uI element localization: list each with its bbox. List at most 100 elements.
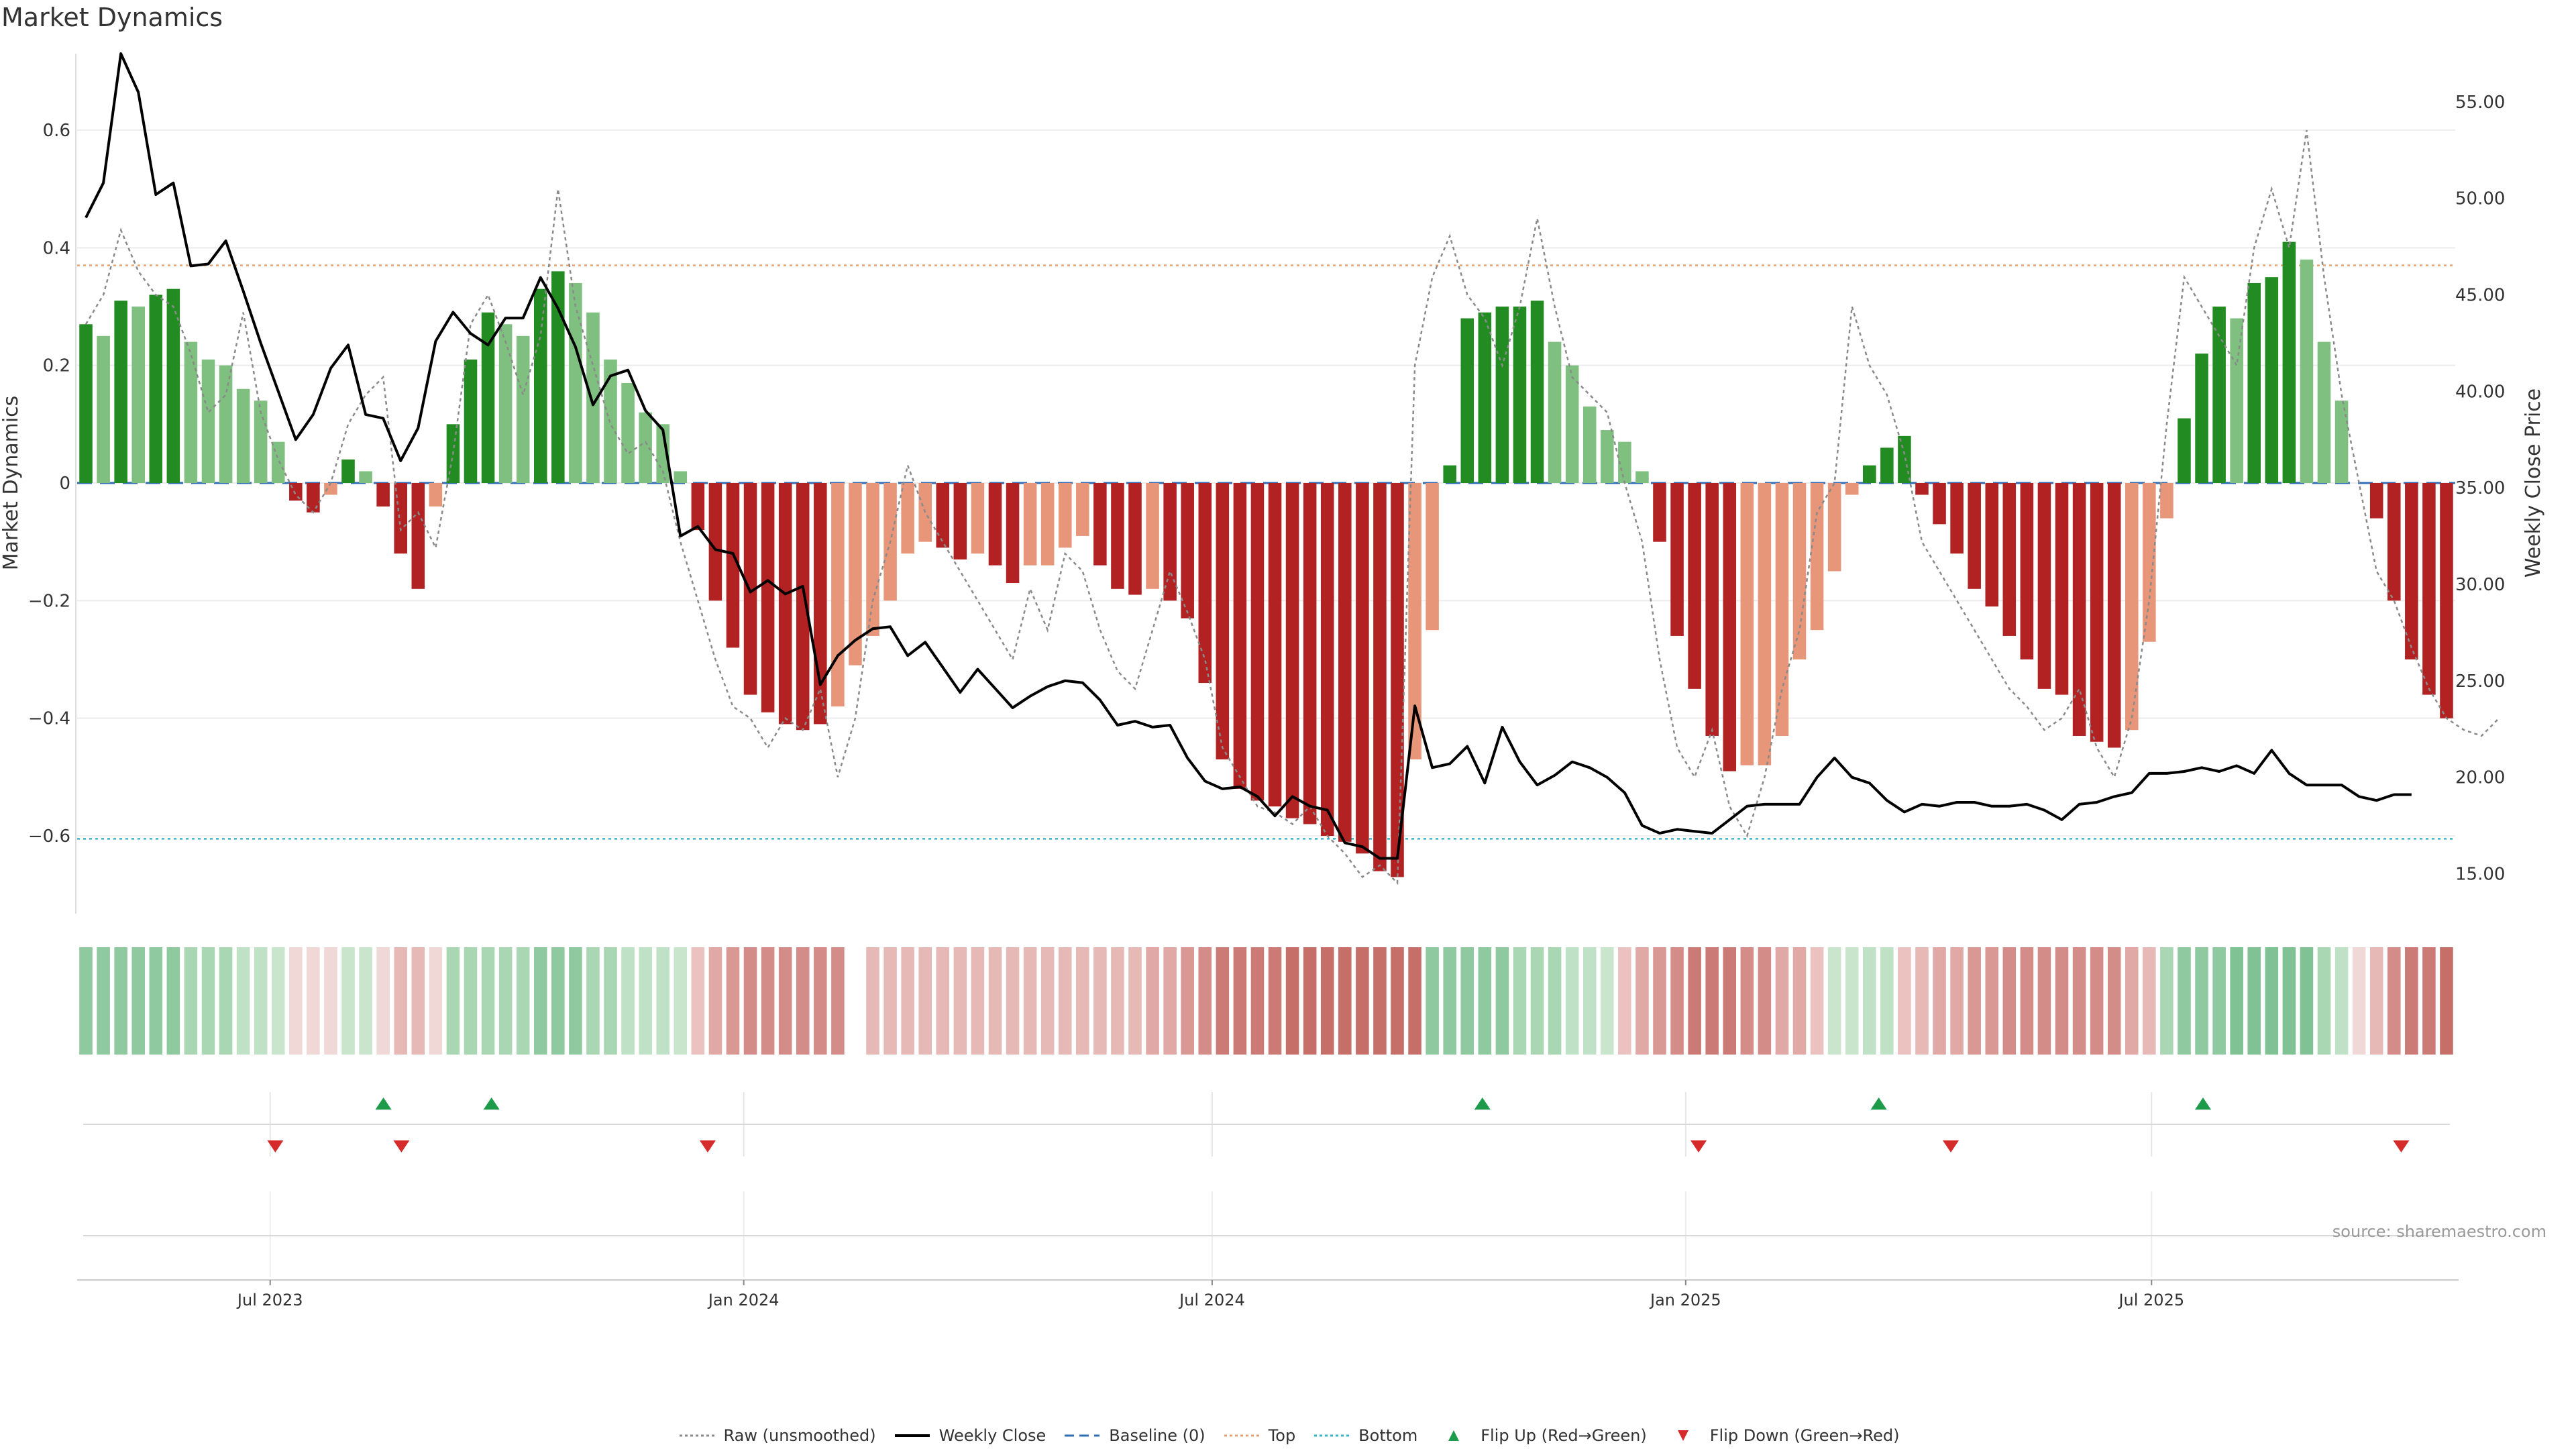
bar	[2369, 483, 2383, 519]
bar	[341, 459, 355, 483]
heatmap-cell	[1128, 947, 1142, 1055]
y2-tick-label: 50.00	[2455, 189, 2505, 209]
heatmap-cell	[1810, 947, 1824, 1055]
bar	[1268, 483, 1282, 807]
bar	[1582, 407, 1597, 483]
bar	[1601, 430, 1614, 483]
bar	[131, 306, 146, 483]
heatmap-cell	[166, 947, 180, 1055]
y-tick-label: −0.2	[28, 591, 70, 611]
heatmap-cell	[1688, 947, 1701, 1055]
heatmap-cell	[656, 947, 669, 1055]
heatmap-cell	[481, 947, 495, 1055]
heatmap-cell	[2440, 947, 2453, 1055]
flip-down-marker	[267, 1140, 284, 1152]
heatmap-cell	[1740, 947, 1754, 1055]
bar	[1391, 483, 1404, 877]
heatmap-cell	[411, 947, 425, 1055]
heatmap-cell	[604, 947, 617, 1055]
y2-tick-label: 25.00	[2455, 672, 2505, 692]
bar	[1915, 483, 1929, 495]
bar	[1478, 312, 1492, 483]
bar	[1198, 483, 1212, 684]
heatmap-cell	[814, 947, 827, 1055]
bar	[1006, 483, 1020, 584]
bar	[1985, 483, 1999, 607]
heatmap-cell	[1006, 947, 1020, 1055]
bar	[849, 483, 862, 665]
heatmap-cell	[586, 947, 600, 1055]
dotted-line-icon	[1314, 1434, 1350, 1437]
heatmap-cell	[446, 947, 460, 1055]
bar	[2090, 483, 2104, 742]
triangle-down-icon	[1677, 1430, 1688, 1441]
bar	[533, 288, 547, 483]
bar	[726, 483, 740, 648]
heatmap-cell	[184, 947, 198, 1055]
bar	[2230, 318, 2243, 483]
bar	[1146, 483, 1159, 589]
bar	[2020, 483, 2034, 660]
heatmap-cell	[1548, 947, 1562, 1055]
heatmap-cell	[149, 947, 163, 1055]
heatmap-cell	[1705, 947, 1719, 1055]
bar	[254, 400, 268, 483]
flip-markers	[77, 1092, 2459, 1281]
heatmap-cell	[219, 947, 233, 1055]
bar	[1320, 483, 1334, 837]
heatmap-cell	[1391, 947, 1404, 1055]
bar	[324, 483, 337, 495]
bar	[394, 483, 407, 554]
heatmap-cell	[464, 947, 478, 1055]
legend-label: Flip Down (Green→Red)	[1709, 1426, 1900, 1445]
heatmap-cell	[533, 947, 547, 1055]
bar	[761, 483, 775, 712]
bar	[1111, 483, 1124, 589]
bar	[1548, 341, 1562, 483]
legend-label: Baseline (0)	[1109, 1426, 1205, 1445]
heatmap-cell	[1285, 947, 1299, 1055]
bar	[2422, 483, 2436, 695]
bar	[639, 412, 652, 483]
bar	[219, 365, 233, 483]
heatmap-cell	[691, 947, 705, 1055]
bar	[114, 301, 127, 483]
heatmap-cell	[1565, 947, 1579, 1055]
heatmap-cell	[1985, 947, 1999, 1055]
bar	[1460, 318, 1474, 483]
legend-label: Raw (unsmoothed)	[723, 1426, 876, 1445]
bar	[988, 483, 1002, 566]
heatmap-cell	[2212, 947, 2226, 1055]
heatmap-cell	[761, 947, 775, 1055]
y2-tick-label: 20.00	[2455, 768, 2505, 788]
heatmap-cell	[1093, 947, 1107, 1055]
heatmap-cell	[1023, 947, 1037, 1055]
bar	[674, 471, 688, 483]
flip-up-marker	[2195, 1097, 2212, 1110]
bar	[971, 483, 985, 554]
flip-down-marker	[2393, 1140, 2410, 1152]
heatmap-cell	[1513, 947, 1527, 1055]
heatmap-cell	[1845, 947, 1859, 1055]
heatmap-cell	[726, 947, 740, 1055]
bar	[201, 359, 215, 483]
x-tick-label: Jan 2024	[707, 1291, 780, 1309]
heatmap-cell	[236, 947, 250, 1055]
line-series	[85, 52, 2500, 885]
heatmap-cell	[1775, 947, 1789, 1055]
heatmap-cell	[831, 947, 845, 1055]
raw-line	[85, 129, 2500, 885]
bar	[1250, 483, 1265, 801]
bar	[2107, 483, 2121, 748]
bar	[1565, 365, 1579, 483]
heatmap-cell	[1460, 947, 1474, 1055]
heatmap-cell	[1443, 947, 1456, 1055]
heatmap-cell	[1426, 947, 1439, 1055]
heatmap-cell	[866, 947, 879, 1055]
heatmap-cell	[1601, 947, 1614, 1055]
bar	[1093, 483, 1107, 566]
bar	[1373, 483, 1387, 871]
dashed-line-icon	[1065, 1434, 1100, 1437]
heatmap-cell	[2282, 947, 2296, 1055]
bar	[656, 424, 669, 483]
